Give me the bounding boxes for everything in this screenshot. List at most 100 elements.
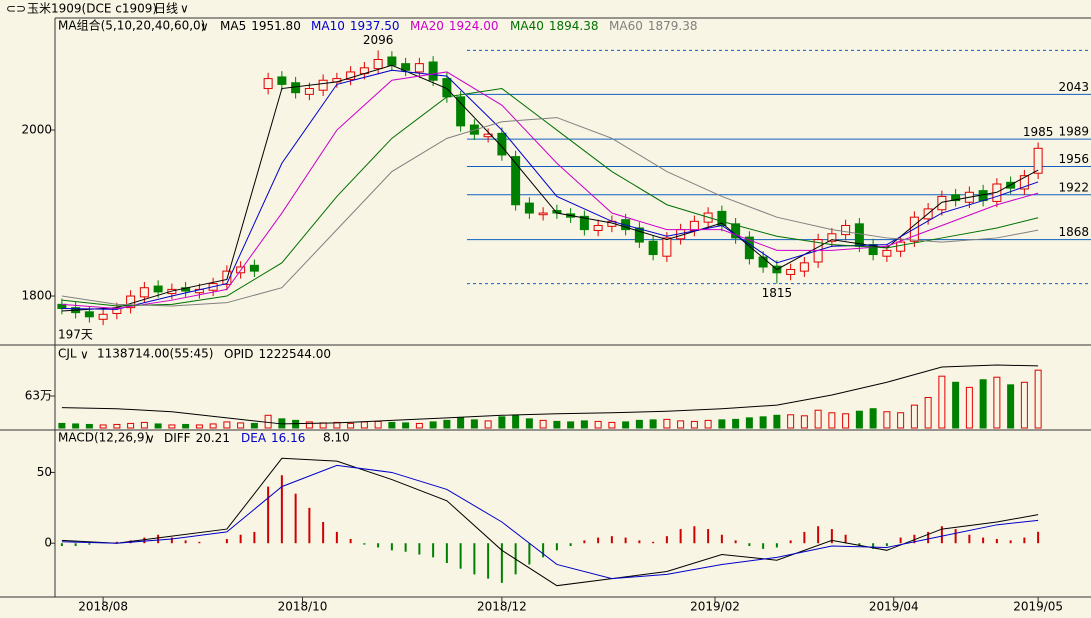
volume-bar bbox=[745, 417, 753, 429]
legend-name: MA10 bbox=[311, 19, 345, 33]
legend-name: MA20 bbox=[410, 19, 444, 33]
volume-bar bbox=[855, 410, 863, 429]
level-label: 1922 bbox=[1058, 180, 1089, 194]
candle-body bbox=[841, 224, 851, 236]
candle-body bbox=[497, 132, 507, 156]
ma-line bbox=[61, 88, 1039, 307]
period[interactable]: 日线 bbox=[154, 2, 178, 16]
macd-line bbox=[61, 457, 1039, 587]
volume-bar bbox=[869, 408, 877, 429]
dropdown[interactable]: ∨ bbox=[80, 348, 89, 362]
volume-bar bbox=[842, 413, 850, 429]
legend-entry: MA10 1937.50 bbox=[311, 19, 399, 33]
volume-bar bbox=[443, 419, 451, 429]
candle-body bbox=[153, 285, 163, 293]
x-tick-label: 2018/12 bbox=[477, 600, 527, 614]
candle-body bbox=[799, 262, 809, 272]
volume-bar bbox=[718, 419, 726, 429]
volume-bar bbox=[635, 419, 643, 429]
open-interest-line bbox=[61, 364, 1039, 425]
volume-summary: 1138714.00(55:45) bbox=[97, 347, 213, 361]
candle-body bbox=[511, 156, 521, 206]
legend-value: 1222544.00 bbox=[258, 347, 331, 361]
candle-body bbox=[937, 195, 947, 211]
volume-bar bbox=[223, 421, 231, 429]
candle-body bbox=[689, 220, 699, 231]
volume-bar bbox=[99, 424, 107, 429]
volume-bar bbox=[457, 417, 465, 429]
legend-value: 1951.80 bbox=[251, 19, 301, 33]
volume-bar bbox=[388, 421, 396, 429]
volume-bar bbox=[622, 421, 630, 429]
volume-bar bbox=[677, 420, 685, 429]
panel-title: MA组合(5,10,20,40,60,0) bbox=[58, 18, 205, 33]
candle-body bbox=[827, 233, 837, 242]
legend-value: 1894.38 bbox=[549, 19, 599, 33]
legend-value: 1937.50 bbox=[350, 19, 400, 33]
y-tick-label: 1800 bbox=[21, 289, 52, 303]
x-tick-label: 2019/02 bbox=[690, 600, 740, 614]
volume-bar bbox=[415, 422, 423, 429]
legend-name: OPID bbox=[224, 347, 253, 361]
y-tick-label: 2000 bbox=[21, 123, 52, 137]
ma-line bbox=[61, 71, 1039, 309]
dropdown[interactable]: ∨ bbox=[200, 20, 209, 34]
candle-body bbox=[483, 133, 493, 138]
candle-body bbox=[648, 240, 658, 256]
candle-body bbox=[524, 202, 534, 214]
volume-bar bbox=[127, 422, 135, 429]
ma-line bbox=[61, 117, 1039, 307]
candle-body bbox=[538, 212, 548, 216]
volume-bar bbox=[402, 422, 410, 429]
legend-entry: MA40 1894.38 bbox=[510, 19, 598, 33]
legend-value: 8.10 bbox=[323, 431, 350, 445]
candle-body bbox=[786, 268, 796, 275]
price-annotation: 1985 bbox=[1023, 125, 1054, 139]
y-tick-label: 0 bbox=[44, 536, 52, 550]
volume-bar bbox=[814, 409, 822, 429]
volume-bar bbox=[140, 421, 148, 429]
legend-entry: OPID 1222544.00 bbox=[224, 347, 331, 361]
volume-bar bbox=[333, 421, 341, 429]
dropdown[interactable]: ∨ bbox=[146, 432, 155, 446]
legend-name: DEA bbox=[241, 431, 267, 445]
candle-body bbox=[1033, 147, 1043, 174]
volume-bar bbox=[773, 414, 781, 429]
level-label: 2043 bbox=[1058, 80, 1089, 94]
candle-body bbox=[456, 96, 466, 127]
period-dropdown[interactable]: ∨ bbox=[180, 2, 189, 16]
legend-entry: MA60 1879.38 bbox=[609, 19, 697, 33]
candle-body bbox=[634, 227, 644, 243]
volume-bar bbox=[525, 418, 533, 429]
volume-bar bbox=[58, 422, 66, 429]
volume-bar bbox=[938, 375, 946, 429]
volume-bar bbox=[1034, 369, 1042, 429]
legend-name: MA40 bbox=[510, 19, 544, 33]
volume-bar bbox=[787, 414, 795, 429]
legend-entry: DIFF 20.21 bbox=[164, 431, 230, 445]
volume-bar bbox=[979, 379, 987, 429]
legend-name: MA5 bbox=[220, 19, 246, 33]
candle-body bbox=[98, 313, 108, 320]
volume-bar bbox=[580, 420, 588, 429]
volume-bar bbox=[594, 420, 602, 429]
panel-title: CJL bbox=[58, 347, 77, 361]
volume-bar bbox=[512, 414, 520, 429]
candle-body bbox=[662, 237, 672, 257]
volume-bar bbox=[237, 422, 245, 429]
volume-bar bbox=[264, 414, 272, 429]
x-tick-label: 2018/10 bbox=[278, 600, 328, 614]
price-annotation: 1815 bbox=[762, 286, 793, 300]
volume-bar bbox=[828, 412, 836, 429]
volume-bar bbox=[993, 376, 1001, 429]
volume-bar bbox=[360, 421, 368, 429]
volume-bar bbox=[952, 381, 960, 429]
level-label: 1989 bbox=[1058, 125, 1089, 139]
volume-bar bbox=[732, 418, 740, 429]
legend-value: 20.21 bbox=[196, 431, 230, 445]
volume-bar bbox=[608, 421, 616, 429]
volume-bar bbox=[305, 421, 313, 429]
candle-body bbox=[84, 311, 94, 318]
